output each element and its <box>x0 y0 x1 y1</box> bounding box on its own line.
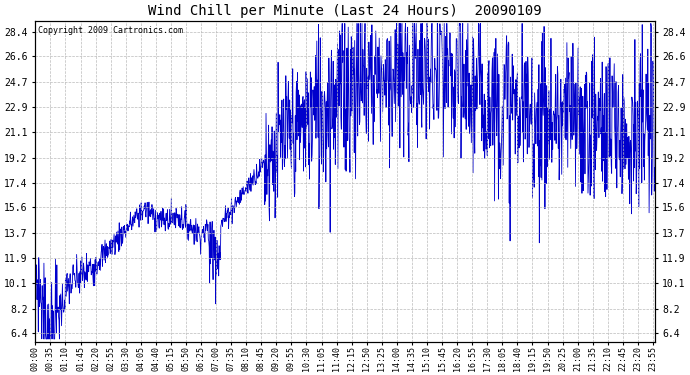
Text: Copyright 2009 Cartronics.com: Copyright 2009 Cartronics.com <box>39 26 184 34</box>
Title: Wind Chill per Minute (Last 24 Hours)  20090109: Wind Chill per Minute (Last 24 Hours) 20… <box>148 4 542 18</box>
